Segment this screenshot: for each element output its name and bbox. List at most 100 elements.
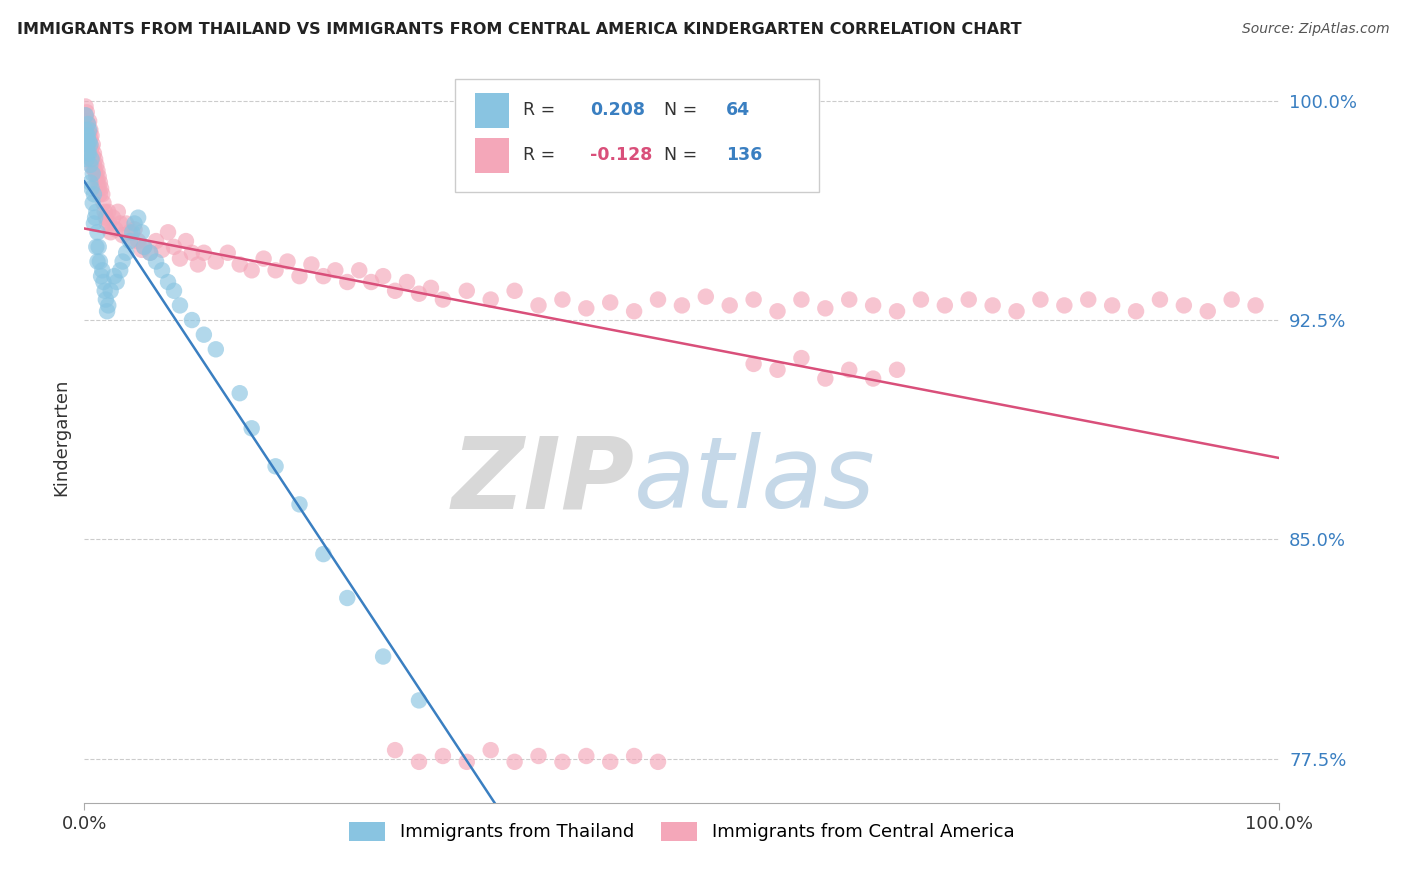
Text: 64: 64 [725, 101, 751, 120]
Point [118, 225, 141, 239]
Point [127, 211, 149, 225]
Point [527, 749, 550, 764]
Point [101, 211, 124, 225]
Point [86, 158, 108, 172]
Point [1005, 304, 1028, 318]
Point [1101, 298, 1123, 312]
Point [77, 146, 100, 161]
Point [104, 222, 127, 236]
Point [89, 176, 111, 190]
Point [76, 137, 98, 152]
Point [432, 293, 454, 307]
Point [145, 254, 167, 268]
Point [432, 749, 454, 764]
Point [240, 421, 263, 435]
Point [695, 290, 717, 304]
Point [93, 196, 115, 211]
Point [1220, 293, 1243, 307]
Point [124, 217, 146, 231]
Point [145, 234, 167, 248]
Point [1053, 298, 1076, 312]
Point [671, 298, 693, 312]
Point [647, 755, 669, 769]
Point [181, 245, 204, 260]
Point [80, 140, 103, 154]
Point [373, 269, 395, 284]
Point [169, 298, 191, 312]
Point [79, 131, 101, 145]
Point [599, 755, 621, 769]
Point [157, 275, 180, 289]
Text: N =: N = [664, 146, 703, 164]
Point [408, 693, 430, 707]
Point [121, 234, 143, 248]
Point [139, 245, 162, 260]
Point [862, 298, 884, 312]
Point [790, 293, 813, 307]
Point [75, 108, 97, 122]
Point [110, 217, 132, 231]
Bar [475, 138, 509, 173]
Point [886, 304, 908, 318]
Point [1029, 293, 1052, 307]
Point [124, 222, 146, 236]
Point [77, 114, 100, 128]
Point [89, 187, 111, 202]
Point [1149, 293, 1171, 307]
Text: N =: N = [664, 101, 703, 120]
Point [118, 234, 141, 248]
Point [360, 275, 382, 289]
Point [240, 263, 263, 277]
Point [77, 126, 100, 140]
Point [80, 128, 103, 143]
Point [94, 293, 117, 307]
Point [264, 263, 287, 277]
Point [97, 204, 120, 219]
Point [150, 243, 173, 257]
Point [814, 301, 837, 316]
Point [288, 497, 311, 511]
FancyBboxPatch shape [456, 78, 820, 192]
Text: R =: R = [523, 101, 561, 120]
Point [77, 146, 100, 161]
Point [77, 137, 100, 152]
Point [312, 269, 335, 284]
Point [229, 386, 252, 401]
Point [766, 363, 789, 377]
Text: 0.208: 0.208 [591, 101, 645, 120]
Point [1244, 298, 1267, 312]
Point [1077, 293, 1099, 307]
Point [862, 371, 884, 385]
Point [623, 304, 645, 318]
Point [132, 240, 156, 254]
Point [79, 176, 101, 190]
Point [575, 301, 598, 316]
Point [131, 243, 153, 257]
Point [86, 240, 108, 254]
Point [373, 649, 395, 664]
Point [503, 284, 526, 298]
Point [107, 204, 129, 219]
Point [742, 293, 765, 307]
Point [479, 293, 502, 307]
Point [82, 196, 104, 211]
Point [551, 755, 574, 769]
Point [80, 152, 103, 166]
Point [408, 286, 430, 301]
Point [790, 351, 813, 365]
Point [1125, 304, 1147, 318]
Point [139, 245, 162, 260]
Point [82, 167, 104, 181]
Point [349, 263, 371, 277]
Text: ZIP: ZIP [451, 433, 634, 530]
Point [599, 295, 621, 310]
Point [217, 245, 239, 260]
Point [479, 743, 502, 757]
Point [93, 284, 115, 298]
Point [253, 252, 276, 266]
Point [86, 164, 108, 178]
Point [77, 128, 100, 143]
Point [384, 743, 406, 757]
Point [98, 217, 121, 231]
Point [301, 257, 323, 271]
